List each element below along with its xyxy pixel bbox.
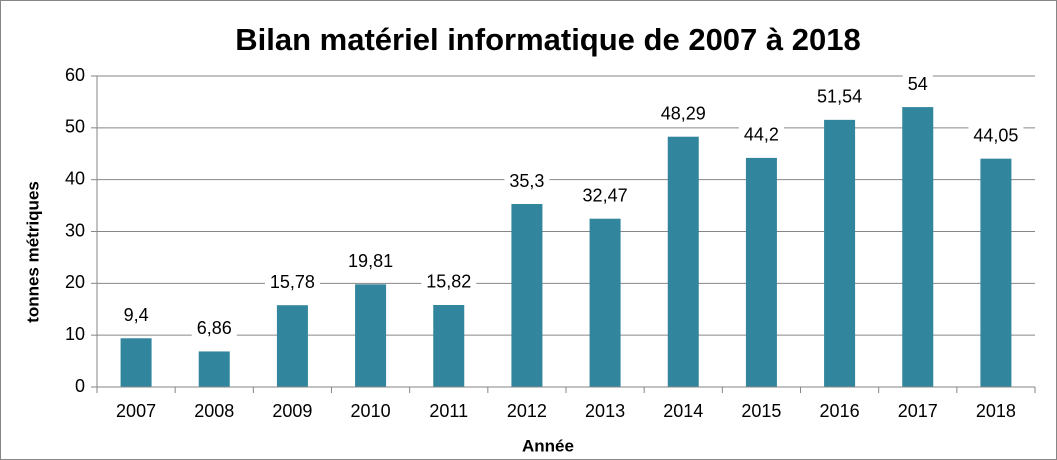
bar: [824, 119, 856, 387]
x-tick-label: 2011: [429, 401, 468, 421]
y-tick-label: 30: [65, 220, 85, 240]
bar: [745, 157, 777, 387]
bar: [120, 338, 152, 387]
y-tick-label: 10: [65, 324, 85, 344]
data-label-bg: [812, 84, 868, 109]
bar: [276, 305, 308, 387]
bar: [433, 304, 465, 387]
chart-title: Bilan matériel informatique de 2007 à 20…: [235, 22, 860, 57]
y-tick-label: 60: [65, 65, 85, 85]
bar: [355, 284, 387, 387]
data-label: 19,81: [348, 251, 393, 271]
data-label-bg: [343, 249, 399, 274]
bar: [667, 136, 699, 387]
x-tick-label: 2010: [351, 401, 391, 421]
x-tick-label: 2017: [898, 401, 938, 421]
data-label-bg: [577, 183, 633, 208]
data-label: 15,82: [426, 272, 471, 292]
x-tick-label: 2009: [272, 401, 312, 421]
data-label-bg: [655, 101, 711, 126]
data-label-bg: [191, 316, 237, 341]
y-tick-label: 50: [65, 117, 85, 137]
x-tick-label: 2012: [507, 401, 547, 421]
x-axis-label: Année: [522, 436, 574, 455]
data-label-bg: [421, 269, 477, 294]
data-label: 35,3: [509, 171, 544, 191]
y-tick-label: 20: [65, 272, 85, 292]
data-label: 44,05: [973, 125, 1018, 145]
y-tick-label: 40: [65, 168, 85, 188]
bar: [198, 351, 230, 387]
data-label: 15,78: [270, 272, 315, 292]
data-label: 44,2: [744, 125, 779, 145]
y-axis-label: tonnes métriques: [23, 181, 42, 323]
data-label: 32,47: [583, 185, 628, 205]
data-label-bg: [264, 269, 320, 294]
data-label: 9,4: [124, 305, 149, 325]
x-tick-label: 2016: [820, 401, 860, 421]
x-tick-label: 2007: [116, 401, 156, 421]
bar: [902, 107, 934, 387]
data-label-bg: [968, 123, 1024, 148]
y-tick-label: 0: [75, 376, 85, 396]
data-label: 48,29: [661, 103, 706, 123]
x-tick-label: 2018: [976, 401, 1016, 421]
data-label: 54: [908, 74, 928, 94]
data-label-bg: [118, 303, 154, 328]
bar: [511, 204, 543, 387]
x-tick-label: 2013: [585, 401, 625, 421]
x-tick-label: 2015: [741, 401, 781, 421]
data-label: 51,54: [817, 87, 862, 107]
bar: [589, 218, 621, 387]
data-label: 6,86: [197, 318, 232, 338]
data-label-bg: [504, 168, 550, 193]
x-tick-label: 2014: [663, 401, 703, 421]
data-label-bg: [738, 122, 784, 147]
bar: [980, 158, 1012, 387]
x-tick-label: 2008: [194, 401, 234, 421]
data-label-bg: [902, 71, 933, 96]
